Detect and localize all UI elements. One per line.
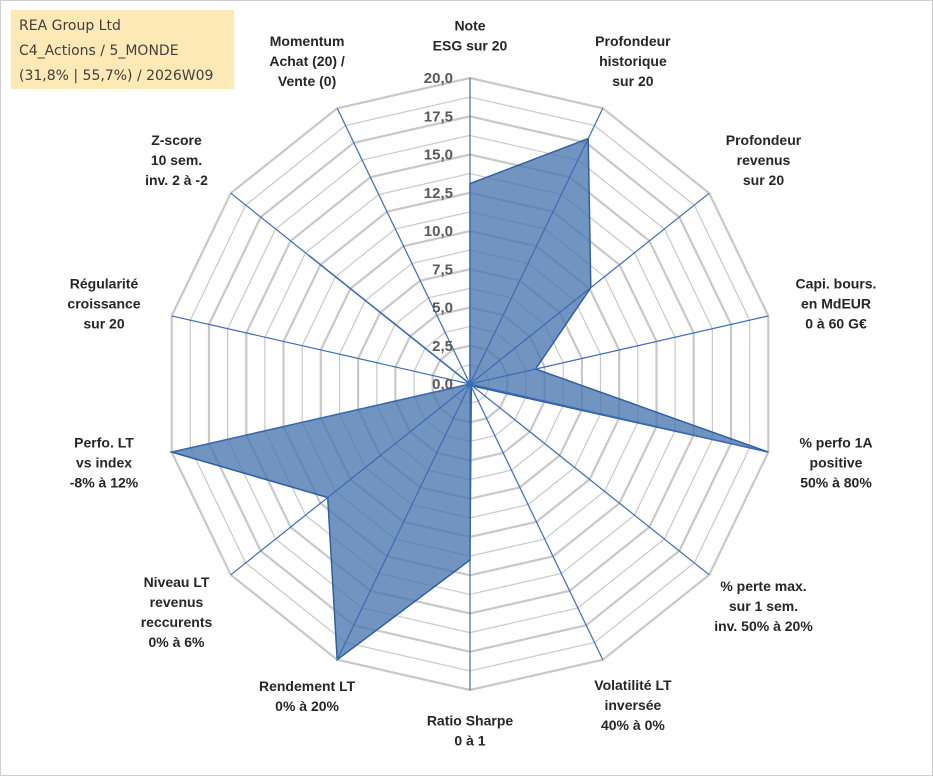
axis-spoke	[469, 383, 769, 453]
tick-label: 10,0	[424, 223, 453, 240]
axis-label: % perfo 1A positive 50% à 80%	[799, 435, 872, 491]
axis-label: Ratio Sharpe 0 à 1	[427, 712, 514, 748]
axis-label: Z-score 10 sem. inv. 2 à -2	[145, 132, 208, 188]
axis-spoke	[230, 383, 471, 576]
tick-label: 7,5	[432, 261, 453, 278]
axis-label: Régularité croissance sur 20	[67, 276, 140, 332]
axis-spoke	[336, 383, 471, 660]
axis-label: Capi. bours. en MdEUR 0 à 60 G€	[796, 276, 877, 332]
axis-spoke	[171, 315, 471, 385]
axis-spoke	[469, 383, 710, 576]
axis-label: Note ESG sur 20	[433, 18, 508, 54]
axis-label: Momentum Achat (20) / Vente (0)	[269, 33, 345, 89]
tick-label: 20,0	[424, 70, 453, 87]
axis-spoke	[469, 315, 769, 385]
axis-label: Perfo. LT vs index -8% à 12%	[70, 435, 139, 491]
axis-spoke	[469, 383, 604, 660]
axis-label: % perte max. sur 1 sem. inv. 50% à 20%	[714, 578, 813, 634]
tick-label: 15,0	[424, 147, 453, 164]
axis-spoke	[171, 383, 471, 453]
axis-label: Niveau LT revenus reccurents 0% à 6%	[141, 574, 213, 650]
info-company-name: REA Group Ltd	[19, 18, 121, 34]
tick-label: 12,5	[424, 185, 453, 202]
info-category: C4_Actions / 5_MONDE	[19, 43, 179, 59]
tick-label: 2,5	[432, 338, 453, 355]
axis-spoke	[336, 108, 471, 385]
tick-label: 17,5	[424, 108, 453, 125]
axis-label: Profondeur historique sur 20	[595, 33, 671, 89]
tick-label: 5,0	[432, 300, 453, 317]
tick-label: 0,0	[432, 376, 453, 393]
axis-spoke	[469, 108, 604, 385]
info-box: REA Group Ltd C4_Actions / 5_MONDE (31,8…	[11, 10, 234, 89]
info-scores-week: (31,8% | 55,7%) / 2026W09	[19, 68, 214, 84]
axis-label: Volatilité LT inversée 40% à 0%	[594, 677, 672, 733]
axis-label: Rendement LT 0% à 20%	[259, 678, 356, 714]
axis-spoke	[469, 192, 710, 385]
axis-label: Profondeur revenus sur 20	[726, 132, 802, 188]
axis-spoke	[230, 192, 471, 385]
